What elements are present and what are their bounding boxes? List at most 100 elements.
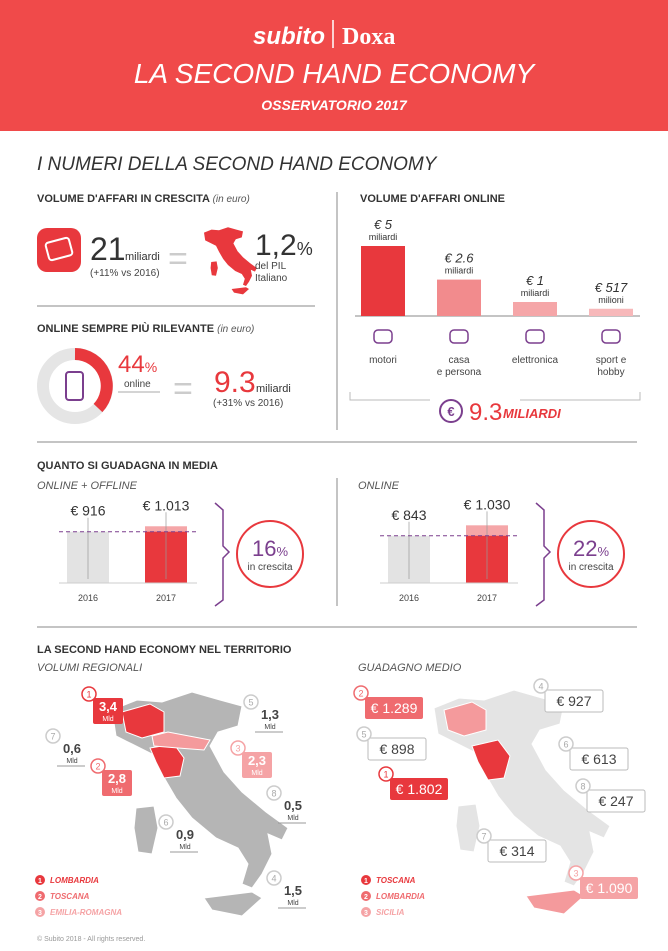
category-icon [373,329,393,344]
header-band [0,0,668,131]
legend-rank: 2 [364,894,368,901]
rank-badge [243,694,259,710]
rank-badge [533,678,549,694]
volume-unit: miliardi [125,251,160,263]
volume-note: (in euro) [213,194,250,205]
callout-value: 1,5 [284,883,302,898]
callout-value: 2,3 [248,753,266,768]
map-title: VOLUMI REGIONALI [37,662,142,674]
volume-title-text: VOLUME D'AFFARI IN CRESCITA [37,193,210,205]
rank-badge [45,728,61,744]
rank-number: 3 [235,744,240,754]
bar-label: € 1.030 [464,496,511,512]
rank-number: 1 [383,770,388,780]
pil-value: 1,2% [255,229,313,262]
territory-maps: VOLUMI REGIONALI 3,4 Mld 1 1,3 Mld 5 0,6 Mld 7 2,3… [35,662,646,917]
category-label: sport e [596,355,627,366]
total-symbol: € [447,404,454,419]
pil-unit: % [297,239,313,259]
share-title-text: ONLINE SEMPRE PIÙ RILEVANTE [37,322,214,335]
bar-label: € 2.6 [445,251,475,266]
subtitle: OSSERVATORIO 2017 [261,97,408,113]
share-number: 44 [118,351,145,378]
share-note: (in euro) [217,324,254,335]
panel-title: ONLINE + OFFLINE [37,480,138,492]
bracket [214,502,231,607]
rank-number: 3 [573,869,578,879]
rank-badge [266,785,282,801]
volume-title: VOLUME D'AFFARI IN CRESCITA (in euro) [37,193,250,205]
bar [589,308,633,316]
category-label: elettronica [512,355,559,366]
year-label: 2017 [477,593,497,603]
region [525,889,585,915]
phone-icon [65,371,84,401]
growth-label: in crescita [247,562,292,573]
category-label: hobby [597,367,624,378]
rank-badge [378,766,394,782]
growth-number: 22 [573,536,597,561]
callout-value: € 314 [499,843,534,859]
equals: = [168,240,188,278]
callout-value: € 1.090 [586,880,633,896]
growth-unit: % [276,544,288,559]
legend-rank: 3 [38,910,42,917]
callout-value: 0,5 [284,798,302,813]
map-title: GUADAGNO MEDIO [358,662,462,674]
rank-number: 5 [248,698,253,708]
category-label: motori [369,355,397,366]
pil-number: 1,2 [255,229,297,262]
total-value: 9.3 [469,399,502,426]
callout-box [93,698,123,724]
legend-rank: 2 [38,894,42,901]
legend-name: LOMBARDIA [50,876,99,885]
year-label: 2017 [156,593,176,603]
total-unit: MILIARDI [503,406,561,421]
share-title: ONLINE SEMPRE PIÙ RILEVANTE (in euro) [37,322,254,335]
legend-badge [35,875,45,885]
rank-number: 2 [358,689,363,699]
category-label: e persona [437,367,482,378]
callout-unit: Mld [287,900,298,907]
callout-box [487,839,547,863]
callout-box [569,747,629,771]
callout-box [242,752,272,778]
callout-unit: Mld [102,716,113,723]
category-icon [449,329,469,344]
callout-value: € 1.802 [396,781,443,797]
callout-box [102,770,132,796]
legend-rank: 3 [364,910,368,917]
callout-box [580,877,638,899]
rank-badge [356,726,372,742]
legend-badge [35,907,45,917]
callout-unit: Mld [251,770,262,777]
bar-label: € 5 [374,217,393,232]
region [443,701,487,737]
callout-box [365,697,423,719]
legend-badge [361,891,371,901]
callout-box [367,737,427,761]
legend-badge [35,891,45,901]
growth-value: 16% [252,536,288,561]
logo-left: subito [253,23,325,50]
bar [513,302,557,316]
bracket [535,502,552,607]
legend-name: LOMBARDIA [376,892,425,901]
callout-unit: Mld [179,844,190,851]
callout-value: 0,9 [176,827,194,842]
callout-unit: Mld [111,788,122,795]
legend-name: EMILIA-ROMAGNA [50,908,122,917]
legend-rank: 1 [38,878,42,885]
callout-value: 1,3 [261,707,279,722]
growth-value: 22% [573,536,609,561]
bar-label: € 517 [595,280,628,295]
bar-label: € 916 [70,503,105,519]
callout-box [586,789,646,813]
bar [437,279,481,316]
callout-box [544,689,604,713]
callout-value: € 1.289 [371,700,418,716]
region [151,731,211,751]
